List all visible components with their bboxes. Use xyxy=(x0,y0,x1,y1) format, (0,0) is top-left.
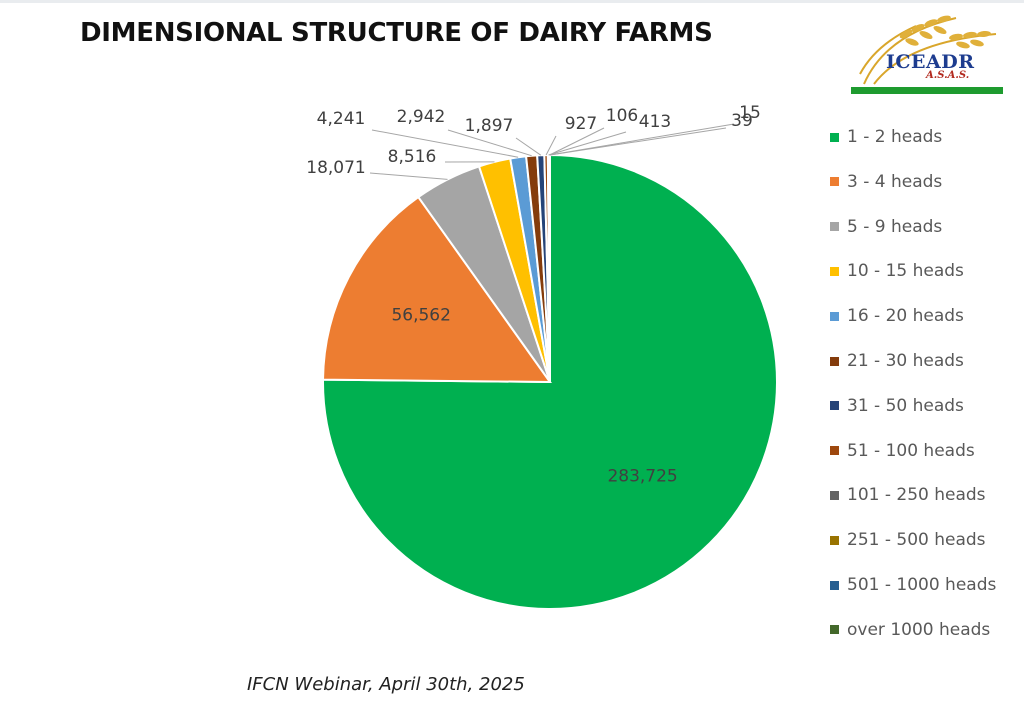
legend-label: 21 - 30 heads xyxy=(847,351,964,371)
legend-swatch xyxy=(830,132,839,142)
legend-label: over 1000 heads xyxy=(847,619,991,640)
legend-label: 3 - 4 heads xyxy=(847,171,943,192)
leader-line-3 xyxy=(369,172,448,180)
wheat-icon xyxy=(859,15,997,85)
data-label-6: 2,942 xyxy=(397,107,446,127)
legend-label: 5 - 9 heads xyxy=(847,216,943,237)
legend-item-11: 501 - 1000 heads xyxy=(830,572,1020,598)
leader-line-12 xyxy=(549,123,735,156)
legend-label: 51 - 100 heads xyxy=(847,440,975,461)
legend-item-5: 16 - 20 heads xyxy=(830,303,1020,329)
data-labels: 283,725 56,562 18,071 8,516 4,241 2,942 1,897 9… xyxy=(306,103,761,487)
legend-item-12: over 1000 heads xyxy=(830,617,1020,643)
data-label-11: 39 xyxy=(731,111,753,131)
legend-item-4: 10 - 15 heads xyxy=(830,258,1020,284)
legend-swatch xyxy=(830,446,839,456)
leader-lines xyxy=(369,123,735,180)
legend-label: 251 - 500 heads xyxy=(847,530,986,551)
data-label-2: 56,562 xyxy=(391,306,450,326)
iceadr-logo: ICEADR A.S.A.S. xyxy=(846,4,1006,96)
leader-line-8 xyxy=(545,135,557,156)
legend-swatch xyxy=(830,535,839,545)
leader-line-7 xyxy=(515,137,542,156)
pie-slice-1 xyxy=(322,153,778,610)
leader-line-5 xyxy=(371,129,519,158)
logo-bar xyxy=(851,87,1003,94)
pie-slice-2 xyxy=(322,195,552,384)
legend-swatch xyxy=(830,222,839,232)
logo-subtitle: A.S.A.S. xyxy=(926,70,970,81)
legend-swatch xyxy=(830,580,839,590)
legend-swatch xyxy=(830,311,839,321)
legend-label: 101 - 250 heads xyxy=(847,485,986,506)
legend-swatch xyxy=(830,356,839,366)
leader-line-9 xyxy=(548,131,627,156)
data-label-5: 4,241 xyxy=(317,109,366,129)
pie-slices xyxy=(322,153,778,610)
leader-line-10 xyxy=(549,127,605,156)
legend-label: 501 - 1000 heads xyxy=(847,575,997,595)
legend-item-8: 51 - 100 heads xyxy=(830,438,1020,464)
legend-item-3: 5 - 9 heads xyxy=(830,214,1020,240)
data-label-12: 15 xyxy=(739,103,761,123)
legend-swatch xyxy=(830,177,839,187)
footer-note: IFCN Webinar, April 30th, 2025 xyxy=(247,674,525,695)
legend-label: 1 - 2 heads xyxy=(847,127,943,147)
legend-item-1: 1 - 2 heads xyxy=(830,124,1020,150)
logo-name: ICEADR xyxy=(886,51,975,73)
legend-item-7: 31 - 50 heads xyxy=(830,393,1020,419)
legend-item-2: 3 - 4 heads xyxy=(830,169,1020,195)
legend-swatch xyxy=(830,401,839,411)
leader-line-6 xyxy=(447,129,532,157)
legend-label: 31 - 50 heads xyxy=(847,395,964,416)
legend-item-9: 101 - 250 heads xyxy=(830,482,1020,508)
legend-swatch xyxy=(830,266,839,276)
legend-label: 16 - 20 heads xyxy=(847,306,964,327)
data-label-10: 106 xyxy=(606,106,638,126)
data-label-4: 8,516 xyxy=(388,147,437,167)
legend-label: 10 - 15 heads xyxy=(847,261,964,282)
data-label-8: 927 xyxy=(565,114,597,134)
page-title: DIMENSIONAL STRUCTURE OF DAIRY FARMS xyxy=(80,18,713,48)
legend-swatch xyxy=(830,490,839,500)
top-divider xyxy=(0,0,1024,3)
data-label-7: 1,897 xyxy=(465,116,514,136)
legend-swatch xyxy=(830,625,839,635)
data-label-1: 283,725 xyxy=(607,467,677,487)
data-label-9: 413 xyxy=(639,112,671,132)
legend-item-6: 21 - 30 heads xyxy=(830,348,1020,374)
data-label-3: 18,071 xyxy=(306,158,365,178)
legend-item-10: 251 - 500 heads xyxy=(830,527,1020,553)
